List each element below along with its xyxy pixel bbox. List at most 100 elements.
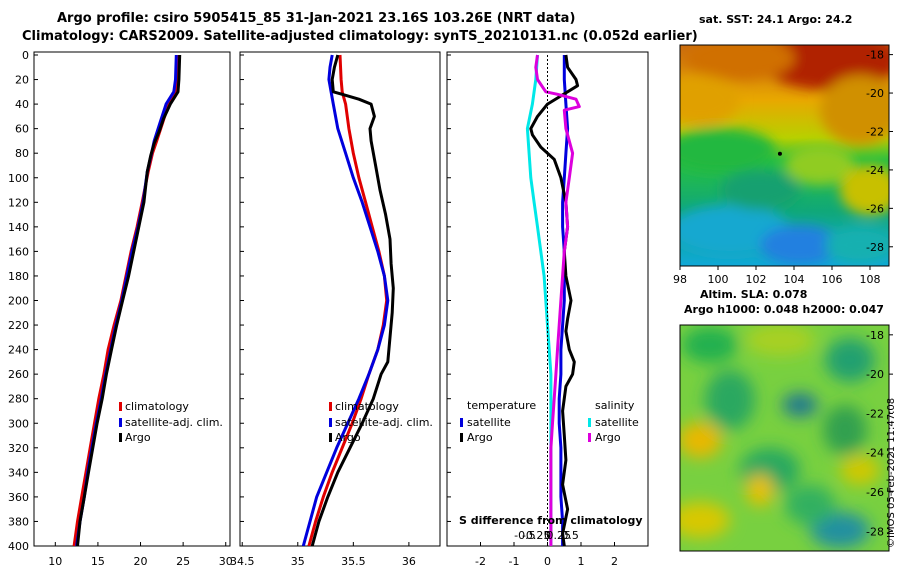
lon-tick-label: 98 — [673, 273, 687, 286]
argo-marker-dot — [777, 151, 782, 156]
lat-tick-label: -20 — [866, 87, 884, 100]
secondary-x-tick-label: -0.25 — [522, 529, 550, 542]
series-line-climatology — [307, 54, 389, 546]
sla-map-frame — [679, 324, 890, 552]
depth-tick-label: 120 — [8, 196, 29, 209]
sst-map-lon-axis: 98 100 102 104 106 108 — [673, 266, 881, 286]
secondary-x-tick-label: 0.25 — [547, 529, 572, 542]
legend-swatch-satellite — [119, 418, 122, 427]
legend-title-salinity: salinity — [595, 399, 635, 412]
legend-label-temp-argo: Argo — [467, 431, 493, 444]
x-tick-label: 15 — [91, 555, 105, 568]
depth-tick-label: 320 — [8, 442, 29, 455]
legend-label-argo: Argo — [335, 431, 361, 444]
lat-tick-label: -18 — [866, 329, 884, 342]
sst-map-title: sat. SST: 24.1 Argo: 24.2 — [699, 13, 852, 26]
salinity-x-axis: 34.5 35 35.5 36 — [230, 542, 416, 568]
salinity-panel-frame — [239, 51, 441, 547]
depth-tick-label: 0 — [22, 49, 29, 62]
secondary-x-tick-label: -0.5 — [514, 529, 535, 542]
lat-tick-label: -20 — [866, 368, 884, 381]
x-tick-label: 35 — [291, 555, 305, 568]
sla-map-lat-axis: -18 -20 -22 -24 -26 -28 — [866, 329, 893, 538]
x-tick-label: 30 — [219, 555, 233, 568]
lat-tick-label: -24 — [866, 447, 884, 460]
legend-label-sal-satellite: satellite — [595, 416, 639, 429]
sst-map — [680, 45, 889, 266]
lat-tick-label: -18 — [866, 49, 884, 62]
sst-map-frame — [679, 44, 890, 267]
legend-label-climatology: climatology — [335, 400, 399, 413]
depth-tick-label: 260 — [8, 368, 29, 381]
difference-series — [525, 54, 581, 546]
sla-map-title-line1: Altim. SLA: 0.078 — [700, 288, 807, 301]
depth-tick-label: 160 — [8, 245, 29, 258]
depth-tick-label: 400 — [8, 540, 29, 553]
legend-label-sal-argo: Argo — [595, 431, 621, 444]
legend-label-temp-satellite: satellite — [467, 416, 511, 429]
salinity-legend: climatology satellite-adj. clim. Argo — [329, 400, 433, 444]
imos-credit: ©IMOS 05-Feb-2021 11:47:08 — [886, 398, 897, 548]
series-line-salinity-argo — [534, 54, 581, 546]
legend-swatch-argo — [329, 433, 332, 442]
series-line-temperature-argo — [529, 54, 580, 546]
legend-label-satellite: satellite-adj. clim. — [335, 416, 433, 429]
depth-tick-label: 340 — [8, 466, 29, 479]
x-tick-label: 2 — [611, 555, 618, 568]
x-tick-label: 35.5 — [341, 555, 366, 568]
x-tick-label: -2 — [475, 555, 486, 568]
x-tick-label: 20 — [134, 555, 148, 568]
temperature-x-axis: 10 15 20 25 30 — [48, 542, 233, 568]
legend-swatch-argo — [119, 433, 122, 442]
lat-tick-label: -24 — [866, 164, 884, 177]
legend-label-climatology: climatology — [125, 400, 189, 413]
sla-map — [680, 325, 889, 551]
x-tick-label: 10 — [48, 555, 62, 568]
sla-map-title-line2: Argo h1000: 0.048 h2000: 0.047 — [684, 303, 884, 316]
depth-tick-label: 360 — [8, 491, 29, 504]
secondary-x-tick-label: 0.5 — [561, 529, 579, 542]
depth-tick-label: 100 — [8, 172, 29, 185]
sst-map-lat-axis: -18 -20 -22 -24 -26 -28 — [866, 49, 893, 254]
depth-tick-label: 40 — [15, 98, 29, 111]
series-line-satellite-adj-clim- — [301, 54, 390, 546]
difference-legend: temperature satellite Argo salinity sate… — [460, 399, 639, 444]
depth-tick-label: 280 — [8, 393, 29, 406]
depth-tick-label: 60 — [15, 123, 29, 136]
depth-tick-label: 140 — [8, 221, 29, 234]
secondary-x-tick-label: 0 — [544, 529, 551, 542]
legend-title-temperature: temperature — [467, 399, 536, 412]
legend-label-argo: Argo — [125, 431, 151, 444]
lat-tick-label: -28 — [866, 525, 884, 538]
series-line-argo — [310, 54, 395, 546]
temperature-panel-frame — [33, 51, 231, 547]
legend-swatch-climatology — [329, 402, 332, 411]
lat-tick-label: -28 — [866, 241, 884, 254]
lon-tick-label: 102 — [746, 273, 767, 286]
x-tick-label: -1 — [509, 555, 520, 568]
legend-swatch-sal-satellite — [588, 418, 591, 427]
x-tick-label: 1 — [578, 555, 585, 568]
figure-title-line2: Climatology: CARS2009. Satellite-adjuste… — [22, 29, 698, 44]
x-tick-label: 36 — [402, 555, 416, 568]
x-tick-label: 34.5 — [230, 555, 255, 568]
figure-title-line1: Argo profile: csiro 5905415_85 31-Jan-20… — [57, 11, 575, 26]
legend-swatch-satellite — [329, 418, 332, 427]
depth-tick-label: 200 — [8, 295, 29, 308]
temperature-series — [72, 54, 182, 546]
series-line-argo — [76, 54, 182, 546]
lon-tick-label: 100 — [708, 273, 729, 286]
x-tick-label: 25 — [176, 555, 190, 568]
lon-tick-label: 106 — [822, 273, 843, 286]
depth-tick-label: 380 — [8, 515, 29, 528]
depth-axis: 0 20 40 60 80 100 120 140 160 180 200 220 240 260 280 3… — [8, 49, 451, 553]
depth-tick-label: 20 — [15, 74, 29, 87]
depth-tick-label: 240 — [8, 344, 29, 357]
legend-swatch-sal-argo — [588, 433, 591, 442]
salinity-series — [301, 54, 395, 546]
legend-swatch-temp-satellite — [460, 418, 463, 427]
legend-label-satellite: satellite-adj. clim. — [125, 416, 223, 429]
lat-tick-label: -26 — [866, 202, 884, 215]
argo-location-marker — [777, 151, 782, 156]
